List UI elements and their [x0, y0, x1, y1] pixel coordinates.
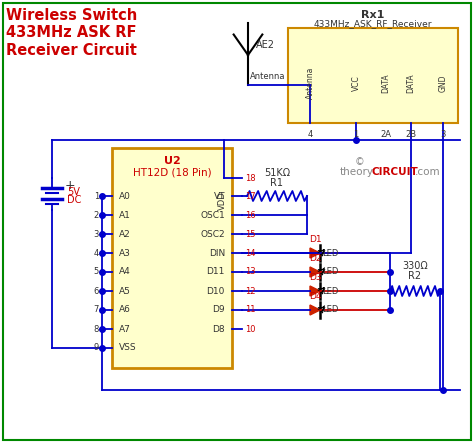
- Text: 5: 5: [94, 268, 99, 276]
- Polygon shape: [310, 248, 320, 258]
- Text: 4: 4: [307, 130, 313, 139]
- Text: A1: A1: [119, 210, 131, 219]
- Bar: [288, 28, 458, 123]
- Text: 10: 10: [245, 325, 255, 334]
- Text: D11: D11: [207, 268, 225, 276]
- Text: VSS: VSS: [119, 343, 137, 353]
- Text: A3: A3: [119, 249, 131, 257]
- Text: 12: 12: [245, 287, 255, 295]
- Text: VDD: VDD: [218, 191, 227, 210]
- Text: A6: A6: [119, 306, 131, 315]
- Text: DATA: DATA: [382, 73, 391, 93]
- Text: R2: R2: [409, 271, 421, 281]
- Text: 13: 13: [245, 268, 255, 276]
- Text: 17: 17: [245, 191, 255, 201]
- Text: LED: LED: [322, 268, 338, 276]
- Text: D9: D9: [212, 306, 225, 315]
- Text: 1: 1: [354, 130, 359, 139]
- Text: A5: A5: [119, 287, 131, 295]
- Text: 4: 4: [94, 249, 99, 257]
- Text: DIN: DIN: [209, 249, 225, 257]
- Bar: [112, 148, 232, 368]
- Text: D4: D4: [309, 292, 321, 301]
- Text: theory: theory: [340, 167, 374, 177]
- Text: Rx1: Rx1: [361, 10, 385, 20]
- Text: 330Ω: 330Ω: [402, 261, 428, 271]
- Text: 3: 3: [440, 130, 446, 139]
- Text: LED: LED: [322, 287, 338, 295]
- Text: GND: GND: [438, 74, 447, 92]
- Text: 18: 18: [245, 174, 255, 183]
- Text: D1: D1: [309, 235, 321, 244]
- Text: 9: 9: [94, 343, 99, 353]
- Text: 6: 6: [94, 287, 99, 295]
- Text: LED: LED: [322, 306, 338, 315]
- Text: 1: 1: [94, 191, 99, 201]
- Text: +: +: [65, 179, 76, 191]
- Text: 51KΩ: 51KΩ: [264, 168, 290, 178]
- Text: U2: U2: [164, 156, 181, 166]
- Polygon shape: [310, 286, 320, 296]
- Text: Antenna: Antenna: [306, 67, 315, 99]
- Text: 11: 11: [245, 306, 255, 315]
- Text: D8: D8: [212, 325, 225, 334]
- Text: 8: 8: [94, 325, 99, 334]
- Text: D3: D3: [309, 273, 321, 282]
- Text: Antenna: Antenna: [250, 72, 285, 81]
- Text: 15: 15: [245, 229, 255, 238]
- Text: Wireless Switch
433MHz ASK RF
Receiver Circuit: Wireless Switch 433MHz ASK RF Receiver C…: [6, 8, 137, 58]
- Text: VCC: VCC: [352, 75, 361, 91]
- Text: 7: 7: [94, 306, 99, 315]
- Text: 3: 3: [94, 229, 99, 238]
- Text: 433MHz_ASK_RF_Receiver: 433MHz_ASK_RF_Receiver: [314, 19, 432, 28]
- Text: DC: DC: [67, 195, 82, 205]
- Text: 5V: 5V: [67, 187, 80, 197]
- Text: 2A: 2A: [381, 130, 392, 139]
- Text: D10: D10: [207, 287, 225, 295]
- Text: 14: 14: [245, 249, 255, 257]
- Text: LED: LED: [322, 249, 338, 257]
- Text: 2: 2: [94, 210, 99, 219]
- Text: AE2: AE2: [256, 40, 275, 50]
- Text: D2: D2: [309, 254, 321, 263]
- Text: HT12D (18 Pin): HT12D (18 Pin): [133, 167, 211, 177]
- Text: OSC1: OSC1: [200, 210, 225, 219]
- Polygon shape: [310, 267, 320, 277]
- Text: A4: A4: [119, 268, 131, 276]
- Text: OSC2: OSC2: [201, 229, 225, 238]
- Text: 16: 16: [245, 210, 255, 219]
- Text: A2: A2: [119, 229, 131, 238]
- Polygon shape: [310, 305, 320, 315]
- Text: R1: R1: [271, 178, 283, 188]
- Text: DATA: DATA: [407, 73, 416, 93]
- Text: A7: A7: [119, 325, 131, 334]
- Text: ©: ©: [355, 157, 365, 167]
- Text: A0: A0: [119, 191, 131, 201]
- Text: .com: .com: [415, 167, 441, 177]
- Text: CIRCUIT: CIRCUIT: [372, 167, 419, 177]
- Text: 2B: 2B: [405, 130, 417, 139]
- Text: VT: VT: [213, 191, 225, 201]
